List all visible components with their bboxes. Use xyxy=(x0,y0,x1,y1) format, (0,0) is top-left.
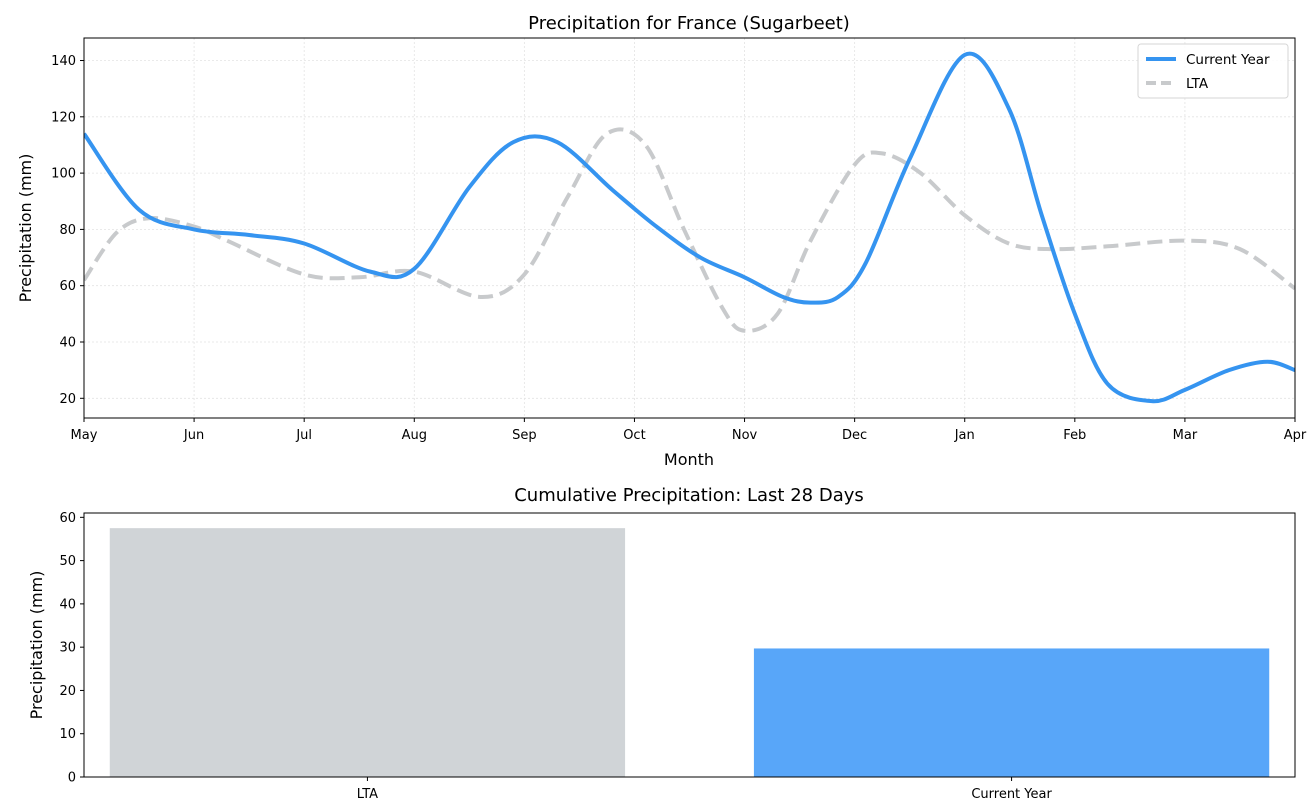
y-tick-label: 60 xyxy=(59,511,76,526)
bar-lta xyxy=(109,528,626,777)
y-tick-label: 0 xyxy=(68,771,76,786)
x-tick-label: Current Year xyxy=(971,787,1052,802)
y-tick-label: 20 xyxy=(59,684,76,699)
bar-chart-frame xyxy=(83,512,1296,778)
legend-label: LTA xyxy=(1186,76,1209,92)
x-tick-label: Apr xyxy=(1284,428,1307,443)
x-tick-label: Aug xyxy=(402,428,427,443)
x-tick-label: Feb xyxy=(1063,428,1086,443)
bar-current-year xyxy=(753,648,1270,777)
y-tick-label: 40 xyxy=(59,336,76,351)
series-line-current-year xyxy=(84,51,1295,404)
series-line-lta xyxy=(84,127,1295,333)
line-chart-title: Precipitation for France (Sugarbeet) xyxy=(528,13,850,34)
y-tick-label: 100 xyxy=(51,167,76,182)
x-tick-label: Dec xyxy=(842,428,867,443)
x-tick-label: Jul xyxy=(295,428,312,443)
x-tick-label: LTA xyxy=(357,787,378,802)
legend-label: Current Year xyxy=(1186,52,1270,68)
y-tick-label: 10 xyxy=(59,727,76,742)
line-chart-y-axis-label: Precipitation (mm) xyxy=(16,154,35,303)
bar-chart: Cumulative Precipitation: Last 28 Days L… xyxy=(27,485,1296,802)
bar-chart-title: Cumulative Precipitation: Last 28 Days xyxy=(514,485,864,506)
y-tick-label: 20 xyxy=(59,392,76,407)
y-tick-label: 40 xyxy=(59,597,76,612)
y-tick-label: 50 xyxy=(59,554,76,569)
y-tick-label: 80 xyxy=(59,223,76,238)
y-tick-label: 120 xyxy=(51,110,76,125)
x-tick-label: Nov xyxy=(732,428,758,443)
line-chart-legend: Current Year LTA xyxy=(1137,43,1289,99)
line-chart-series xyxy=(84,51,1295,404)
bar-chart-x-ticks: LTA Current Year xyxy=(357,777,1052,802)
x-tick-label: May xyxy=(71,428,98,443)
line-chart-x-axis-label: Month xyxy=(664,450,714,469)
y-tick-label: 60 xyxy=(59,279,76,294)
line-chart-frame xyxy=(83,37,1296,419)
bar-chart-y-ticks: 0 10 20 30 40 50 60 xyxy=(59,511,84,786)
bar-chart-y-axis-label: Precipitation (mm) xyxy=(27,571,46,720)
line-chart-y-ticks: 20 40 60 80 100 120 140 xyxy=(51,54,84,407)
x-tick-label: Mar xyxy=(1173,428,1198,443)
x-tick-label: Oct xyxy=(623,428,645,443)
bar-chart-bars xyxy=(109,528,1270,777)
y-tick-label: 30 xyxy=(59,641,76,656)
x-tick-label: Sep xyxy=(512,428,537,443)
line-chart-x-ticks: May Jun Jul Aug Sep Oct Nov Dec Jan Feb Mar Apr xyxy=(71,418,1307,443)
x-tick-label: Jan xyxy=(954,428,975,443)
y-tick-label: 140 xyxy=(51,54,76,69)
x-tick-label: Jun xyxy=(183,428,204,443)
line-chart-grid xyxy=(83,38,1296,418)
line-chart: Precipitation for France (Sugarbeet) May… xyxy=(16,13,1307,469)
